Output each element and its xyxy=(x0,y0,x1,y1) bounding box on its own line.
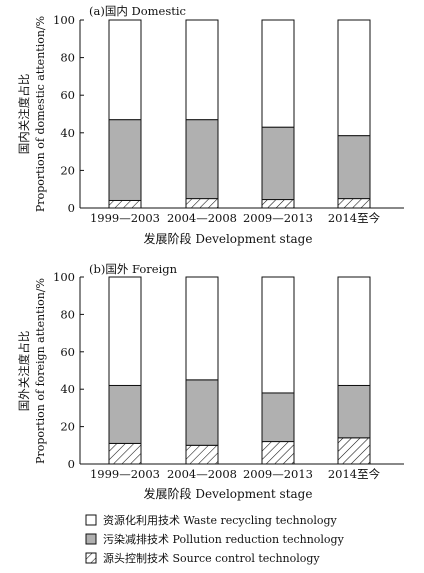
legend-item-pollution: 污染减排技术 Pollution reduction technology xyxy=(85,532,345,546)
y-tick-label: 80 xyxy=(60,307,75,321)
x-tick-label: 2004—2008 xyxy=(167,467,237,481)
legend-label: 污染减排技术 Pollution reduction technology xyxy=(103,532,345,546)
bar-segment-waste xyxy=(108,19,142,121)
bar-segment-waste xyxy=(337,19,371,137)
bar-segment-pollution xyxy=(337,135,371,200)
x-tick-label: 2009—2013 xyxy=(243,467,313,481)
x-axis-label: 发展阶段 Development stage xyxy=(144,486,313,501)
bar-segment-waste xyxy=(108,276,142,386)
x-tick-label: 2014至今 xyxy=(328,467,381,481)
y-tick-label: 40 xyxy=(60,126,75,140)
legend-swatch-pollution xyxy=(85,533,97,545)
legend: 资源化利用技术 Waste recycling technology 污染减排技… xyxy=(85,513,345,565)
chart-title: (a)国内 Domestic xyxy=(89,4,186,18)
bar-segment-source xyxy=(108,199,142,209)
bar-segment-pollution xyxy=(108,119,142,201)
x-tick-label: 1999—2003 xyxy=(90,467,160,481)
x-tick-label: 2014至今 xyxy=(328,211,381,225)
bar-segment-waste xyxy=(185,19,219,121)
bar-segment-pollution xyxy=(261,392,295,443)
bar-segment-pollution xyxy=(108,384,142,444)
y-tick-label: 20 xyxy=(60,163,75,177)
y-axis-label-cn: 国外关注度占比 xyxy=(17,331,31,412)
bar-segment-pollution xyxy=(261,126,295,201)
x-axis-label: 发展阶段 Development stage xyxy=(144,231,313,246)
x-tick-label: 1999—2003 xyxy=(90,211,160,225)
bar-segment-source xyxy=(261,199,295,209)
legend-swatch-waste xyxy=(85,514,97,526)
bar-segment-source xyxy=(337,437,371,465)
bar-segment-waste xyxy=(261,276,295,394)
bar-segment-waste xyxy=(337,276,371,386)
legend-label: 资源化利用技术 Waste recycling technology xyxy=(103,513,338,527)
y-axis-label-en: Proportion of domestic attention/% xyxy=(34,16,47,212)
chart-panel-foreign: (b)国外 Foreign 国外关注度占比 Proportion of fore… xyxy=(17,262,404,501)
bar-segment-source xyxy=(185,444,219,465)
y-tick-label: 40 xyxy=(60,382,75,396)
bar-segment-source xyxy=(185,198,219,209)
legend-swatch-source xyxy=(85,552,97,564)
y-tick-label: 60 xyxy=(60,345,75,359)
legend-item-waste: 资源化利用技术 Waste recycling technology xyxy=(85,513,338,527)
bar-segment-waste xyxy=(261,19,295,128)
y-tick-label: 100 xyxy=(53,13,75,27)
y-tick-label: 60 xyxy=(60,88,75,102)
y-tick-label: 0 xyxy=(68,201,75,215)
bar-segment-source xyxy=(261,441,295,465)
bar-segment-waste xyxy=(185,276,219,381)
chart-title: (b)国外 Foreign xyxy=(89,262,178,276)
y-tick-label: 80 xyxy=(60,51,75,65)
y-axis-label-cn: 国内关注度占比 xyxy=(17,74,31,155)
legend-label: 源头控制技术 Source control technology xyxy=(103,551,320,565)
y-tick-label: 20 xyxy=(60,420,75,434)
legend-item-source: 源头控制技术 Source control technology xyxy=(85,551,320,565)
y-tick-label: 0 xyxy=(68,457,75,471)
bar-segment-source xyxy=(337,198,371,209)
x-tick-label: 2009—2013 xyxy=(243,211,313,225)
bar-segment-pollution xyxy=(185,379,219,446)
y-axis-label-en: Proportion of foreign attention/% xyxy=(34,278,47,464)
chart-panel-domestic: (a)国内 Domestic 国内关注度占比 Proportion of dom… xyxy=(17,4,404,246)
bar-segment-pollution xyxy=(337,384,371,439)
x-tick-label: 2004—2008 xyxy=(167,211,237,225)
bar-segment-source xyxy=(108,442,142,465)
bar-segment-pollution xyxy=(185,119,219,200)
y-tick-label: 100 xyxy=(53,270,75,284)
